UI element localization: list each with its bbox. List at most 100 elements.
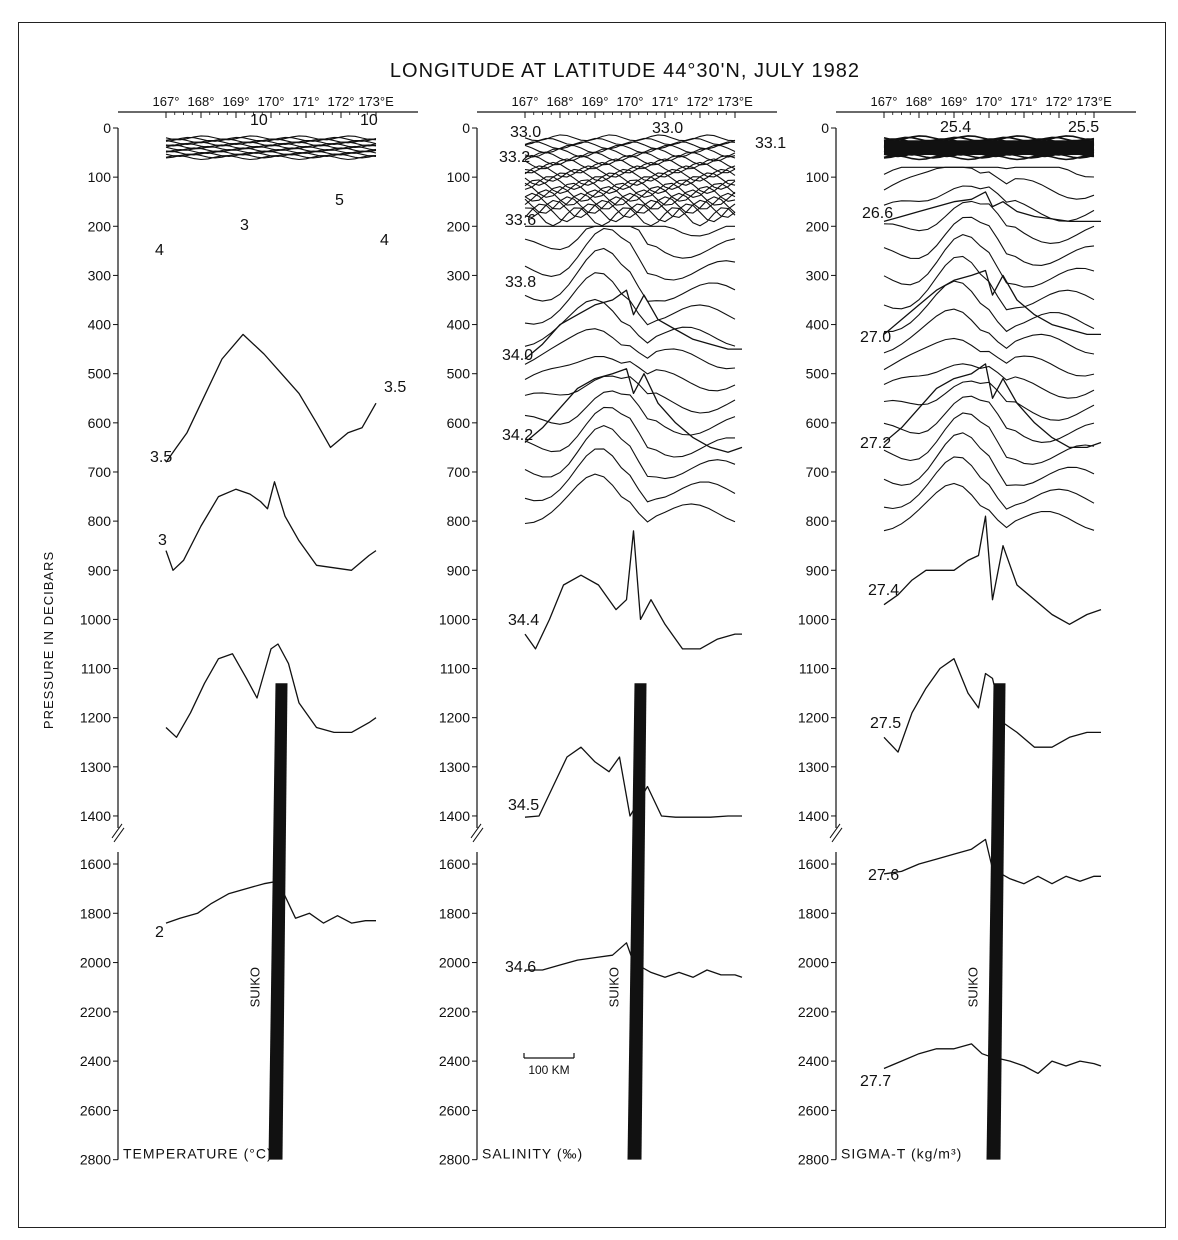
surface-contour-line [524,151,736,162]
axis-break-mark [111,823,123,839]
y-tick-label: 2800 [798,1152,829,1168]
contour-label: 33.0 [652,120,683,137]
surface-contour-line [524,168,736,182]
x-tick-label: 169° [582,94,609,109]
y-tick-label: 2400 [439,1053,470,1069]
contour-label: 34.6 [505,959,536,976]
isoline [524,390,736,436]
contour-label: 27.4 [868,582,899,599]
y-tick-label: 1400 [798,808,829,824]
y-tick-label: 200 [447,218,471,234]
isoline [883,200,1095,244]
contour-label: 4 [380,232,389,249]
panel-title: SIGMA-T (kg/m³) [841,1146,962,1162]
y-tick-label: 1800 [798,905,829,921]
series-line [883,191,1101,223]
y-tick-label: 0 [821,120,829,136]
scale-bar: 100 KM [523,1053,575,1077]
y-tick-label: 2000 [798,955,829,971]
y-tick-label: 300 [447,267,471,283]
y-tick-label: 2000 [80,955,111,971]
isoline [883,308,1095,355]
x-tick-label: 173°E [1076,94,1112,109]
isoline [524,247,736,302]
y-tick-label: 800 [447,513,471,529]
isoline [524,225,736,259]
isoline [883,337,1095,377]
surface-contour-line [165,153,377,159]
x-tick-label: 171° [293,94,320,109]
y-tick-label: 900 [447,562,471,578]
y-tick-label: 200 [806,218,830,234]
isoline [883,412,1095,465]
suiko-label: SUIKO [966,967,981,1007]
contour-label: 2 [155,924,164,941]
x-tick-label: 172° [328,94,355,109]
surface-contour-line [165,150,377,156]
contour-label: 34.0 [502,347,533,364]
y-tick-label: 400 [447,317,471,333]
isoline [883,185,1095,222]
x-tick-label: 172° [1046,94,1073,109]
contour-label: 25.4 [940,119,971,136]
isoline [883,395,1095,443]
surface-contour-line [524,192,736,210]
contour-label: 27.5 [870,715,901,732]
y-tick-label: 600 [447,415,471,431]
y-tick-label: 1300 [80,759,111,775]
surface-contour-line [524,165,736,178]
contour-label: 33.0 [510,124,541,141]
y-tick-label: 500 [806,366,830,382]
y-tick-label: 600 [88,415,112,431]
y-tick-label: 0 [462,120,470,136]
y-tick-label: 1000 [439,611,470,627]
y-tick-label: 300 [88,267,112,283]
surface-contour-line [524,207,736,227]
y-tick-label: 800 [806,513,830,529]
panel-1: 167° 168° 169° 170° 171° 172° 173°E 0 100 200 300 4… [80,94,418,1168]
series-line [524,289,742,360]
x-tick-label: 173°E [358,94,394,109]
isoline [883,456,1095,510]
x-tick-label: 167° [871,94,898,109]
surface-contour-line [524,186,736,202]
y-tick-label: 0 [103,120,111,136]
series-line [165,333,377,463]
suiko-label: SUIKO [248,967,263,1007]
x-tick-label: 167° [512,94,539,109]
isoline [883,432,1095,486]
contour-label: 33.6 [505,212,536,229]
y-tick-label: 900 [806,562,830,578]
isoline [524,448,736,503]
y-tick-label: 500 [447,366,471,382]
contour-label: 27.6 [868,867,899,884]
isoline [883,363,1095,399]
x-tick-label: 170° [258,94,285,109]
y-tick-label: 1600 [80,856,111,872]
isoline [883,234,1095,288]
x-tick-label: 172° [687,94,714,109]
panel-title: SALINITY (‰) [482,1146,583,1162]
y-tick-label: 1100 [81,661,111,677]
contour-label: 5 [335,192,344,209]
series-line [883,269,1101,336]
surface-contour-line [165,136,377,142]
series-line [883,515,1102,625]
series-line [883,363,1102,449]
y-tick-label: 2200 [80,1004,111,1020]
contour-label: 4 [155,242,164,259]
y-tick-label: 1000 [80,611,111,627]
contour-label: 27.7 [860,1073,891,1090]
y-tick-label: 1200 [798,710,829,726]
isoline [524,406,735,458]
y-tick-label: 800 [88,513,112,529]
figure-frame [18,22,1166,1228]
y-tick-label: 1100 [440,661,470,677]
isoline [883,280,1095,333]
contour-label: 10 [360,112,378,129]
surface-contour-line [524,161,736,174]
y-tick-label: 400 [88,317,112,333]
y-tick-label: 1800 [439,905,470,921]
contour-label: 3 [158,532,167,549]
